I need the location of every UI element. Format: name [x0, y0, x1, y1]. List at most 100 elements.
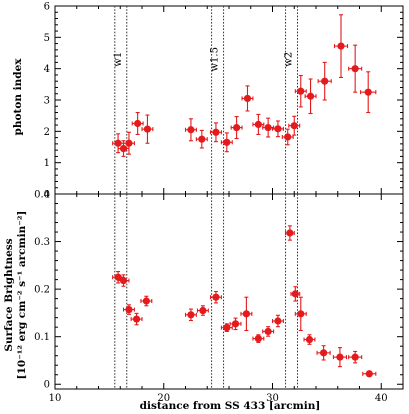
data-marker — [286, 229, 294, 237]
data-marker — [264, 327, 272, 336]
y-tick-label: 2 — [44, 127, 50, 138]
region-label-w2: w2 — [284, 52, 295, 67]
x-axis-label: distance from SS 433 [arcmin] — [140, 400, 321, 412]
x-tick-label: 20 — [157, 393, 170, 404]
y-tick-label: 5 — [44, 33, 50, 44]
data-marker — [125, 139, 133, 147]
data-marker — [114, 273, 122, 281]
data-point — [220, 132, 233, 153]
data-point — [317, 61, 332, 101]
data-marker — [254, 334, 262, 343]
data-point — [140, 295, 153, 307]
data-point — [252, 113, 265, 136]
data-point — [271, 314, 284, 328]
data-point — [333, 14, 349, 78]
data-point — [122, 304, 135, 315]
data-point — [316, 345, 331, 361]
data-marker — [243, 94, 252, 103]
y-tick-label: 0 — [44, 190, 50, 201]
data-marker — [212, 293, 220, 301]
data-point — [229, 317, 242, 331]
data-marker — [291, 290, 299, 298]
data-marker — [119, 276, 128, 285]
data-point — [130, 312, 143, 326]
bottom-y-axis-label: Surface Brightness — [3, 238, 15, 351]
data-point — [284, 225, 295, 241]
data-point — [304, 78, 317, 115]
data-point — [288, 115, 301, 136]
y-tick-label: 3 — [44, 96, 50, 107]
data-point — [122, 131, 135, 155]
plot-frame — [54, 193, 404, 390]
y-tick-label: 4 — [44, 64, 50, 75]
data-marker — [198, 135, 206, 143]
data-point — [360, 71, 377, 114]
region-label-w1: w1 — [113, 52, 124, 67]
data-marker — [233, 123, 241, 132]
data-point — [196, 305, 209, 316]
data-marker — [336, 353, 344, 361]
data-point — [348, 350, 363, 364]
data-point — [290, 286, 301, 302]
photon-index-panel: 0 1 2 3 4 5 6 w1 w1.5 w2 — [44, 2, 404, 201]
data-point — [332, 347, 348, 368]
region-label-w1-5: w1.5 — [210, 47, 221, 71]
data-point — [131, 111, 144, 136]
y-tick-label: 0 — [44, 380, 50, 391]
data-point — [117, 274, 130, 287]
data-marker — [306, 92, 315, 100]
data-marker — [274, 125, 282, 133]
surface-brightness-panel: 0 0.1 0.2 0.3 0.4 10 20 30 40 — [34, 190, 404, 404]
data-marker — [351, 353, 359, 361]
data-point — [262, 117, 275, 138]
plot-frame — [54, 5, 404, 195]
data-point — [294, 75, 307, 108]
data-point — [271, 120, 284, 138]
data-point — [262, 326, 275, 337]
data-marker — [364, 88, 372, 96]
data-marker — [290, 122, 298, 130]
data-marker — [365, 370, 373, 378]
data-marker — [274, 317, 282, 325]
data-point — [281, 128, 294, 146]
data-point — [303, 334, 316, 345]
data-marker — [297, 310, 305, 318]
data-marker — [321, 77, 329, 85]
top-y-axis-label: photon index — [12, 58, 24, 136]
y-tick-label: 0.3 — [34, 237, 50, 248]
data-point — [220, 323, 233, 333]
data-point — [252, 334, 265, 343]
y-tick-label: 1 — [44, 158, 50, 169]
data-marker — [242, 310, 250, 318]
data-marker — [212, 128, 220, 136]
data-marker — [254, 120, 262, 129]
data-marker — [284, 133, 292, 141]
data-marker — [132, 315, 141, 323]
bottom-y-axis-unit-label: [10⁻¹² erg cm⁻² s⁻¹ arcmin⁻²] — [16, 211, 28, 380]
data-marker — [264, 123, 272, 132]
data-point — [294, 296, 307, 332]
data-marker — [187, 126, 195, 134]
data-marker — [125, 305, 133, 314]
data-marker — [337, 42, 345, 50]
data-point — [362, 370, 377, 378]
x-tick-label: 40 — [375, 393, 388, 404]
data-marker — [297, 87, 305, 95]
y-tick-label: 6 — [44, 2, 50, 13]
data-marker — [114, 139, 122, 147]
data-marker — [320, 349, 328, 357]
data-marker — [199, 306, 207, 315]
data-marker — [305, 335, 314, 344]
data-point — [348, 44, 363, 93]
data-point — [184, 118, 197, 142]
data-marker — [142, 297, 150, 305]
data-marker — [134, 119, 142, 128]
data-point — [209, 290, 222, 304]
data-marker — [143, 125, 152, 133]
data-marker — [187, 311, 195, 319]
y-tick-label: 0.2 — [34, 285, 50, 296]
data-point — [117, 140, 130, 157]
data-marker — [231, 320, 240, 328]
data-point — [209, 122, 222, 143]
